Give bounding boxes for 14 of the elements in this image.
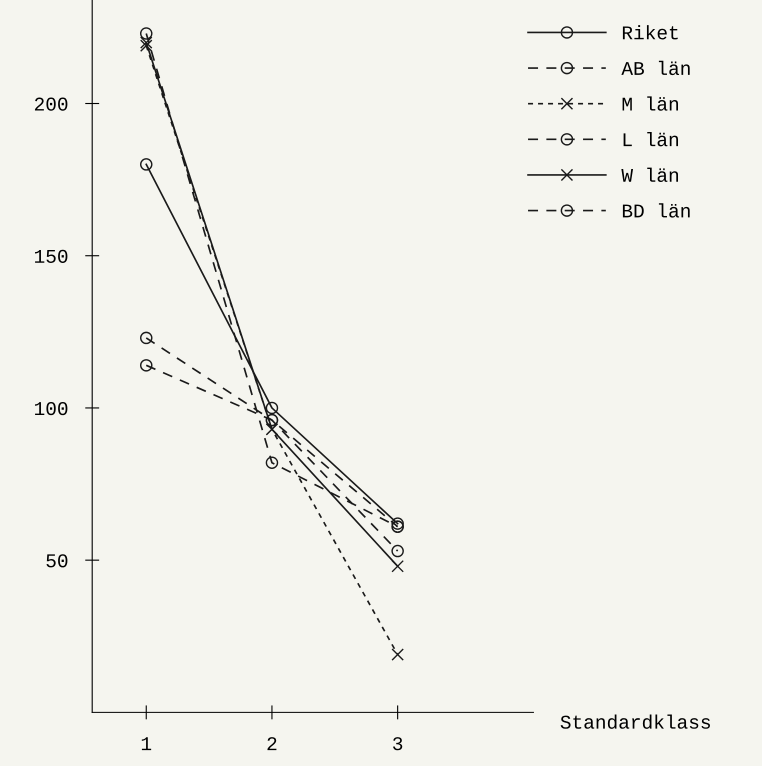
y-tick-label: 50	[46, 554, 68, 568]
x-axis-title: Standardklass	[560, 714, 710, 729]
legend-label: L län	[624, 132, 678, 146]
legend-label: BD län	[622, 203, 690, 218]
legend-label: Riket	[622, 25, 678, 40]
y-tick-label: 200	[34, 98, 68, 111]
x-tick-label: 1	[142, 737, 152, 750]
y-tick-label: 100	[34, 402, 68, 416]
legend-label: M län	[622, 96, 678, 111]
x-tick-label: 2	[267, 737, 276, 750]
y-tick-label: 150	[34, 250, 68, 263]
legend-label: AB län	[621, 60, 690, 76]
x-tick-label: 3	[393, 737, 402, 750]
legend-label: W län	[621, 168, 678, 182]
